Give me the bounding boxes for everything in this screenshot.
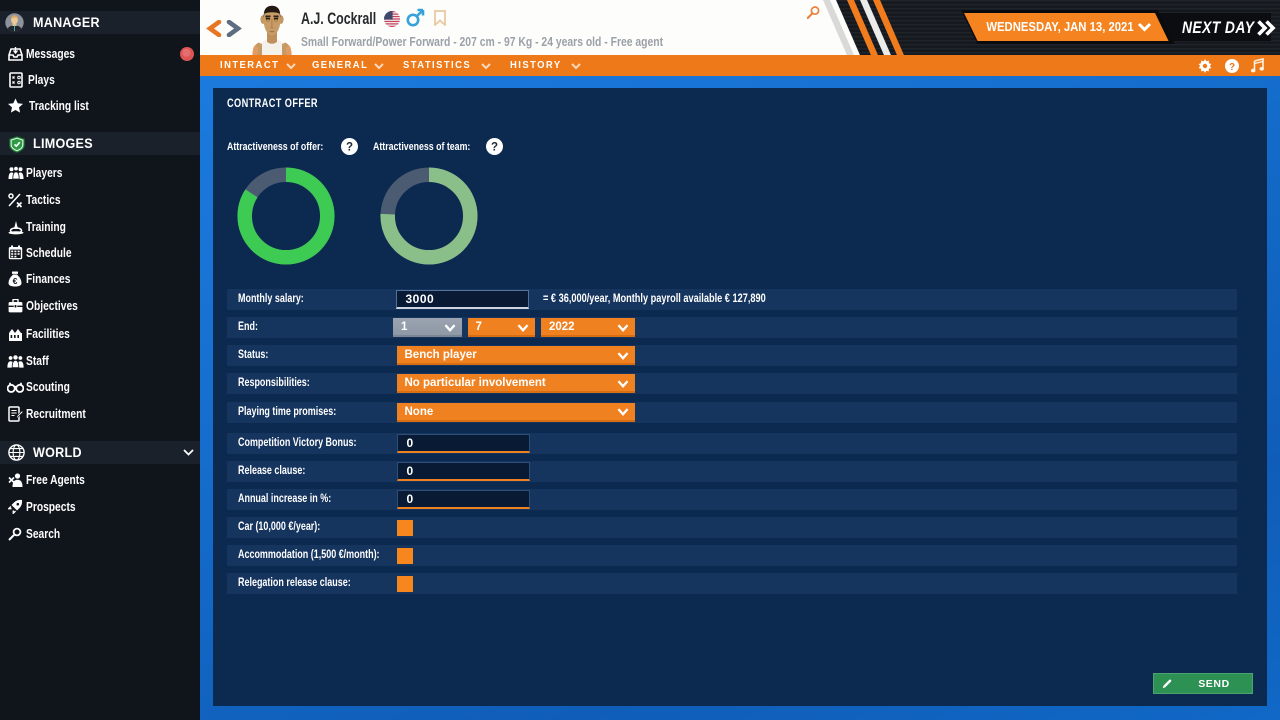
svg-text:?: ? (346, 142, 353, 154)
svg-text:?: ? (1229, 62, 1235, 73)
svg-text:€: € (13, 276, 18, 286)
svg-text:?: ? (491, 142, 498, 154)
